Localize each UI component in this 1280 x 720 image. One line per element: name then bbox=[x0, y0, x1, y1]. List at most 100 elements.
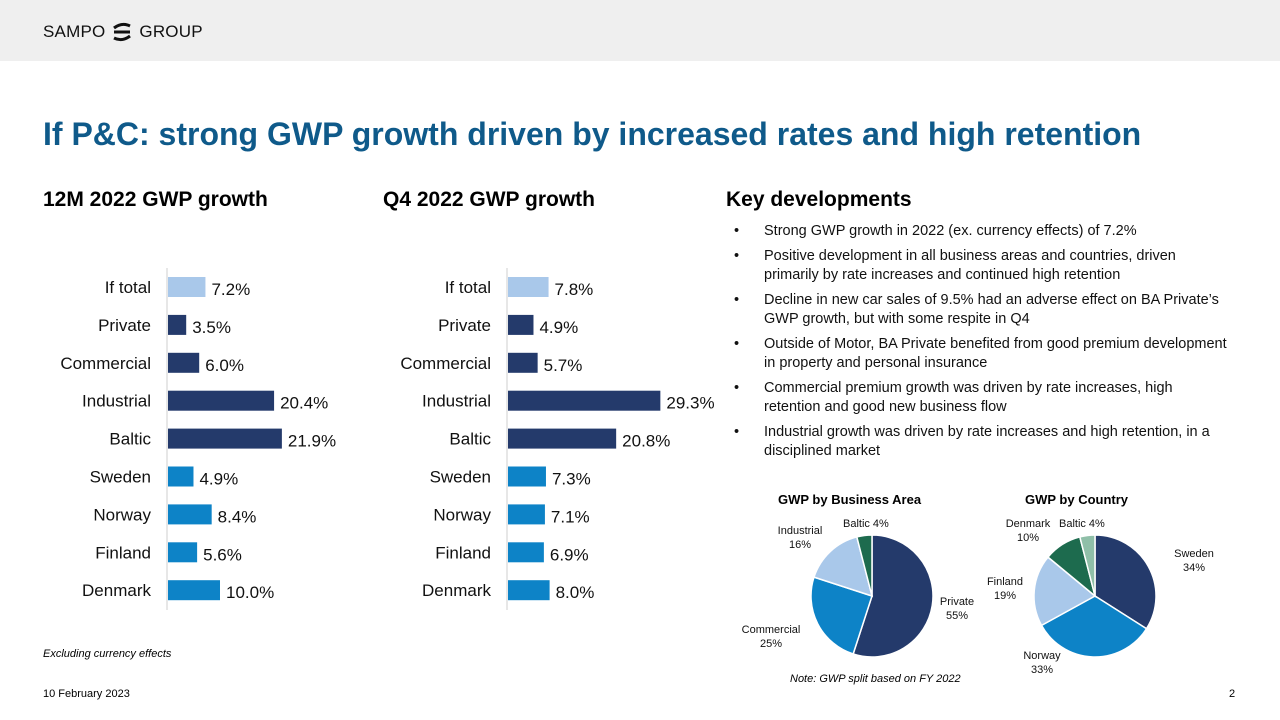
slide-title: If P&C: strong GWP growth driven by incr… bbox=[43, 116, 1142, 152]
pie-slice bbox=[852, 534, 934, 658]
bar bbox=[508, 390, 661, 411]
bar-value-label: 7.8% bbox=[555, 280, 594, 299]
bar-category-label: If total bbox=[105, 278, 151, 297]
bar-category-label: Norway bbox=[93, 505, 151, 524]
kd-bullet: Strong GWP growth in 2022 (ex. currency … bbox=[730, 222, 1230, 241]
pie-slice-name: Finland bbox=[987, 576, 1023, 588]
bar bbox=[168, 466, 194, 487]
bar bbox=[168, 277, 206, 297]
bar bbox=[168, 314, 187, 335]
logo-text-right: GROUP bbox=[139, 22, 203, 41]
bar-value-label: 20.8% bbox=[622, 432, 670, 451]
pie-slice-name: Norway bbox=[1023, 650, 1061, 662]
key-developments-list: Strong GWP growth in 2022 (ex. currency … bbox=[730, 222, 1230, 467]
bar-value-label: 6.9% bbox=[550, 545, 589, 564]
bar-value-label: 3.5% bbox=[192, 318, 231, 337]
pie-country-title: GWP by Country bbox=[1025, 492, 1129, 507]
bar bbox=[508, 542, 544, 563]
bar-category-label: Baltic bbox=[449, 430, 491, 449]
pie-chart-business-area: Private 55% Commercial 25% Industrial 16% Balt… bbox=[742, 518, 974, 658]
bar bbox=[508, 466, 546, 487]
pie-slice bbox=[810, 576, 873, 655]
bar-value-label: 7.1% bbox=[551, 507, 590, 526]
kd-bullet: Commercial premium growth was driven by … bbox=[730, 379, 1230, 417]
bar-value-label: 7.3% bbox=[552, 470, 591, 489]
kd-bullet: Positive development in all business are… bbox=[730, 247, 1230, 285]
bar-category-label: Norway bbox=[433, 505, 491, 524]
bar-value-label: 7.2% bbox=[211, 280, 250, 299]
bar bbox=[168, 390, 275, 411]
bar-category-label: Private bbox=[98, 316, 151, 335]
bar-category-label: Private bbox=[438, 316, 491, 335]
bar bbox=[168, 428, 282, 449]
bar-value-label: 5.7% bbox=[544, 356, 583, 375]
bar bbox=[508, 314, 534, 335]
bar-value-label: 21.9% bbox=[288, 432, 336, 451]
pie-slice-percent: 4% bbox=[873, 518, 889, 530]
header-bar: SAMPO GROUP bbox=[0, 0, 1280, 61]
bar-chart-12m: If total 7.2% Private 3.5% Commercial 6.0% Ind… bbox=[60, 268, 336, 610]
bar-value-label: 6.0% bbox=[205, 356, 244, 375]
bar-category-label: Industrial bbox=[82, 392, 151, 411]
pie-slice-percent: 25% bbox=[760, 638, 782, 650]
bar-category-label: Commercial bbox=[400, 354, 491, 373]
bar bbox=[508, 352, 538, 373]
bar-value-label: 29.3% bbox=[666, 394, 714, 413]
pie-slice-name: Industrial bbox=[778, 525, 823, 537]
chart-12m-title: 12M 2022 GWP growth bbox=[43, 188, 268, 211]
bar-value-label: 5.6% bbox=[203, 545, 242, 564]
bar bbox=[168, 580, 220, 601]
pie-chart-country: Sweden 34% Norway 33% Finland 19% Denmark 10% Ba… bbox=[987, 518, 1214, 676]
pie-slice-name: Baltic bbox=[843, 518, 870, 530]
bar-category-label: Denmark bbox=[82, 581, 151, 600]
bar-value-label: 8.4% bbox=[218, 507, 257, 526]
pie-slice-name: Baltic bbox=[1059, 518, 1086, 530]
bar-value-label: 4.9% bbox=[539, 318, 578, 337]
pie-slice-name: Private bbox=[940, 596, 974, 608]
currency-note: Excluding currency effects bbox=[43, 648, 172, 660]
pie-slice-percent: 55% bbox=[946, 610, 968, 622]
pie-slice-name: Denmark bbox=[1006, 518, 1051, 530]
chart-q4-title: Q4 2022 GWP growth bbox=[383, 188, 595, 211]
pie-slice bbox=[1078, 534, 1096, 597]
bar-category-label: If total bbox=[445, 278, 491, 297]
pie-slice-name: Sweden bbox=[1174, 548, 1214, 560]
page-number: 2 bbox=[1229, 688, 1236, 700]
bar bbox=[168, 352, 200, 373]
kd-bullet: Decline in new car sales of 9.5% had an … bbox=[730, 291, 1230, 329]
logo-text-left: SAMPO bbox=[43, 22, 106, 41]
pie-slice-name: Commercial bbox=[742, 624, 801, 636]
pie-slice bbox=[813, 536, 874, 598]
bar-category-label: Baltic bbox=[109, 430, 151, 449]
pie-business-area-title: GWP by Business Area bbox=[778, 492, 922, 507]
bar-category-label: Sweden bbox=[430, 468, 491, 487]
footer-date: 10 February 2023 bbox=[43, 688, 130, 700]
pie-slice-percent: 4% bbox=[1089, 518, 1105, 530]
bar-value-label: 20.4% bbox=[280, 394, 328, 413]
pie-slice-percent: 33% bbox=[1031, 664, 1053, 676]
bar-category-label: Finland bbox=[95, 543, 151, 562]
bar-category-label: Sweden bbox=[90, 468, 151, 487]
bar bbox=[508, 580, 550, 601]
pie-slice-percent: 19% bbox=[994, 590, 1016, 602]
bar bbox=[168, 542, 198, 563]
bar-value-label: 4.9% bbox=[199, 470, 238, 489]
bar bbox=[508, 428, 617, 449]
key-developments-heading: Key developments bbox=[726, 188, 912, 211]
bar-value-label: 8.0% bbox=[556, 583, 595, 602]
kd-bullet: Industrial growth was driven by rate inc… bbox=[730, 423, 1230, 461]
bar-category-label: Commercial bbox=[60, 354, 151, 373]
bar bbox=[168, 504, 212, 525]
bar-category-label: Industrial bbox=[422, 392, 491, 411]
pie-slice bbox=[855, 534, 873, 597]
bar-category-label: Denmark bbox=[422, 581, 491, 600]
pie-slice bbox=[1033, 556, 1097, 627]
sampo-group-logo: SAMPO GROUP bbox=[43, 20, 203, 44]
bar-value-label: 10.0% bbox=[226, 583, 274, 602]
sampo-mark-icon bbox=[113, 22, 132, 42]
bar-category-label: Finland bbox=[435, 543, 491, 562]
bar bbox=[508, 277, 549, 297]
pie-slice-percent: 34% bbox=[1183, 562, 1205, 574]
kd-bullet: Outside of Motor, BA Private benefited f… bbox=[730, 335, 1230, 373]
bar bbox=[508, 504, 545, 525]
